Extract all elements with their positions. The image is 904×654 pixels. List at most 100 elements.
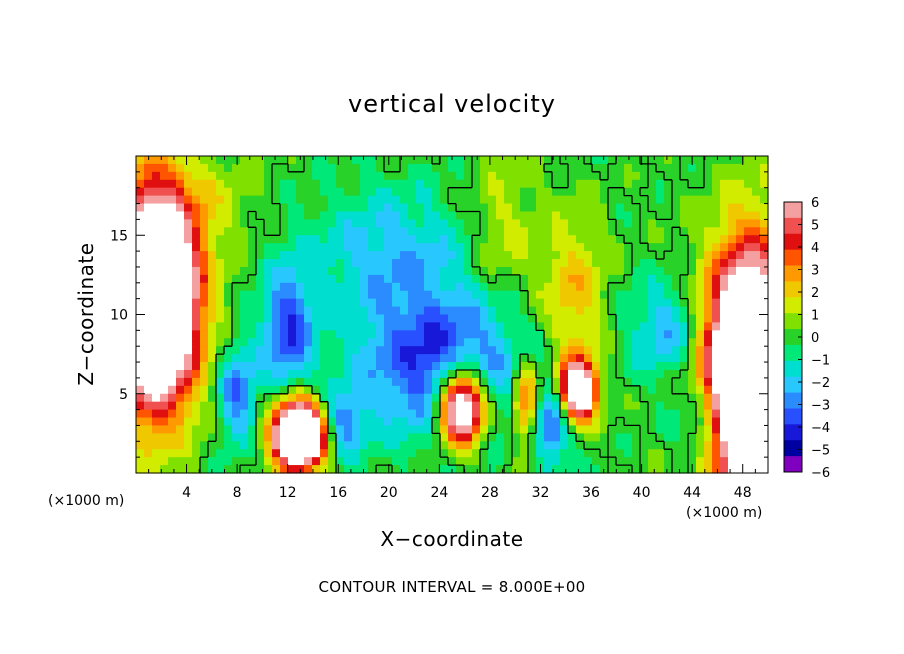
heatmap-cell bbox=[504, 203, 513, 213]
heatmap-cell bbox=[368, 369, 377, 379]
heatmap-cell bbox=[240, 409, 249, 419]
heatmap-cell bbox=[248, 322, 257, 331]
heatmap-cell bbox=[392, 354, 401, 363]
heatmap-cell bbox=[328, 369, 337, 379]
zero-contour-line bbox=[199, 156, 705, 473]
heatmap-cell bbox=[256, 377, 265, 387]
heatmap-cell bbox=[512, 195, 521, 205]
heatmap-cell bbox=[416, 227, 425, 236]
heatmap-cell bbox=[224, 171, 233, 181]
heatmap-cell bbox=[352, 243, 361, 252]
heatmap-cell bbox=[368, 425, 377, 434]
heatmap-cell bbox=[192, 282, 201, 292]
heatmap-cell bbox=[144, 377, 153, 387]
heatmap-cell bbox=[464, 314, 473, 324]
heatmap-cell bbox=[432, 346, 441, 355]
heatmap-cell bbox=[528, 274, 537, 284]
heatmap-cell bbox=[728, 187, 737, 197]
heatmap-cell bbox=[272, 433, 281, 442]
colorbar-label: −3 bbox=[811, 399, 830, 414]
heatmap-cell bbox=[704, 282, 713, 292]
heatmap-cell bbox=[704, 306, 713, 316]
heatmap-cell bbox=[360, 251, 369, 260]
heatmap-cell bbox=[224, 369, 233, 379]
heatmap-cell bbox=[392, 179, 401, 189]
heatmap-cell bbox=[328, 195, 337, 205]
heatmap-cell bbox=[480, 259, 489, 268]
heatmap-cell bbox=[424, 290, 433, 300]
heatmap-cell bbox=[760, 377, 769, 387]
heatmap-cell bbox=[736, 243, 745, 252]
heatmap-cell bbox=[456, 401, 465, 411]
heatmap-cell bbox=[744, 227, 753, 236]
heatmap-cell bbox=[288, 362, 297, 371]
heatmap-cell bbox=[504, 441, 513, 450]
heatmap-cell bbox=[416, 266, 425, 276]
heatmap-cell bbox=[592, 282, 601, 292]
heatmap-cell bbox=[544, 243, 553, 252]
heatmap-cell bbox=[552, 203, 561, 213]
heatmap-cell bbox=[624, 425, 633, 434]
heatmap-cell bbox=[224, 179, 233, 189]
heatmap-cell bbox=[512, 433, 521, 442]
heatmap-cell bbox=[152, 346, 161, 355]
heatmap-cell bbox=[688, 266, 697, 276]
heatmap-cell bbox=[752, 163, 761, 173]
heatmap-cell bbox=[376, 465, 385, 474]
heatmap-cell bbox=[368, 266, 377, 276]
heatmap-cell bbox=[640, 251, 649, 260]
heatmap-cell bbox=[656, 338, 665, 347]
heatmap-cell bbox=[760, 290, 769, 300]
heatmap-cell bbox=[656, 330, 665, 339]
heatmap-cell bbox=[512, 235, 521, 244]
heatmap-cell bbox=[536, 369, 545, 379]
heatmap-cell bbox=[432, 187, 441, 197]
heatmap-cell bbox=[648, 203, 657, 213]
heatmap-cell bbox=[296, 385, 305, 395]
heatmap-cell bbox=[568, 298, 577, 308]
heatmap-cell bbox=[760, 433, 769, 442]
heatmap-cell bbox=[712, 377, 721, 387]
heatmap-cell bbox=[448, 203, 457, 213]
heatmap-cell bbox=[480, 290, 489, 300]
heatmap-cell bbox=[336, 354, 345, 363]
heatmap-cell bbox=[616, 243, 625, 252]
heatmap-cell bbox=[544, 235, 553, 244]
heatmap-cell bbox=[480, 187, 489, 197]
heatmap-cell bbox=[672, 314, 681, 324]
heatmap-cell bbox=[680, 171, 689, 181]
heatmap-cell bbox=[608, 235, 617, 244]
heatmap-cell bbox=[312, 385, 321, 395]
heatmap-cell bbox=[376, 251, 385, 260]
heatmap-cell bbox=[352, 306, 361, 316]
heatmap-cell bbox=[680, 457, 689, 466]
heatmap-cell bbox=[488, 290, 497, 300]
heatmap-cell bbox=[168, 290, 177, 300]
heatmap-cell bbox=[504, 187, 513, 197]
heatmap-cell bbox=[232, 195, 241, 205]
heatmap-cell bbox=[712, 219, 721, 228]
heatmap-cell bbox=[264, 179, 273, 189]
heatmap-cell bbox=[752, 187, 761, 197]
heatmap-cell bbox=[608, 298, 617, 308]
heatmap-cell bbox=[376, 298, 385, 308]
heatmap-cell bbox=[448, 243, 457, 252]
heatmap-cell bbox=[576, 433, 585, 442]
heatmap-cell bbox=[168, 417, 177, 427]
heatmap-cell bbox=[144, 417, 153, 427]
heatmap-cell bbox=[600, 282, 609, 292]
heatmap-cell bbox=[232, 282, 241, 292]
heatmap-cell bbox=[280, 203, 289, 213]
heatmap-cell bbox=[200, 457, 209, 466]
heatmap-cell bbox=[248, 227, 257, 236]
heatmap-cell bbox=[736, 266, 745, 276]
heatmap-cell bbox=[488, 203, 497, 213]
colorbar-label: 0 bbox=[811, 331, 819, 346]
heatmap-cell bbox=[504, 156, 513, 165]
heatmap-cell bbox=[536, 417, 545, 427]
heatmap-cell bbox=[240, 156, 249, 165]
heatmap-cell bbox=[144, 219, 153, 228]
heatmap-cell bbox=[584, 290, 593, 300]
heatmap-cell bbox=[392, 266, 401, 276]
heatmap-cell bbox=[320, 235, 329, 244]
